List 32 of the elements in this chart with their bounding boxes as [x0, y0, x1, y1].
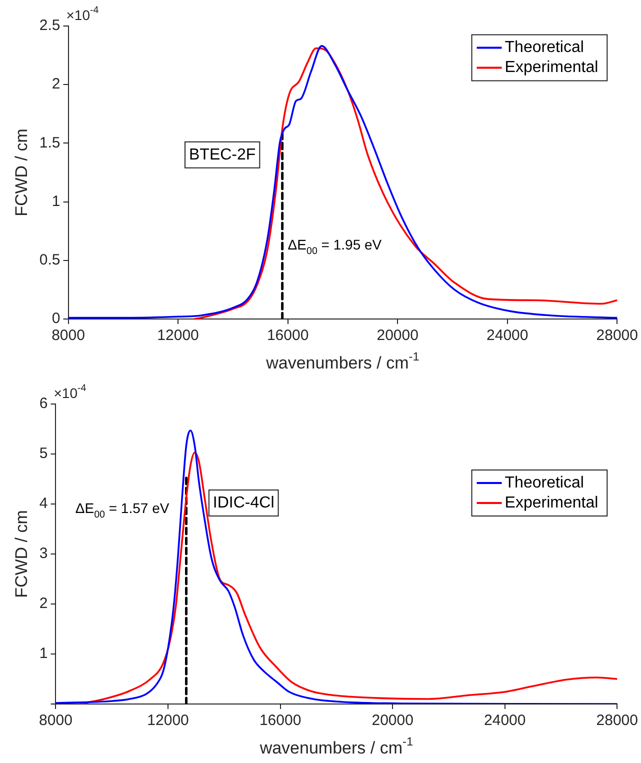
y-tick-label: 2 — [52, 76, 60, 93]
y-tick-label: 1 — [52, 192, 60, 210]
y-tick-label: 2 — [39, 595, 48, 612]
y-tick-label: 6 — [39, 395, 48, 412]
y-axis-title: FCWD / cm — [12, 128, 31, 216]
x-tick-label: 16000 — [266, 327, 309, 344]
y-axis-title: FCWD / cm — [12, 510, 31, 598]
x-tick-label: 24000 — [484, 712, 526, 730]
annotation: IDIC-4Cl — [212, 494, 274, 512]
x-tick-label: 8000 — [52, 327, 85, 344]
annotation: BTEC-2F — [189, 146, 256, 164]
y-tick-label: 3 — [39, 545, 48, 562]
x-tick-label: 28000 — [596, 712, 638, 730]
x-tick-label: 24000 — [486, 327, 528, 344]
y-tick-label: 1 — [39, 645, 48, 662]
y-tick-label: 0.5 — [39, 252, 60, 269]
legend-label: Theoretical — [504, 39, 584, 56]
y-tick-label: 0 — [52, 310, 60, 328]
legend-label: Experimental — [504, 494, 598, 512]
x-tick-label: 20000 — [376, 327, 418, 344]
x-tick-label: 8000 — [39, 712, 72, 730]
legend-label: Theoretical — [504, 474, 584, 492]
x-tick-label: 16000 — [259, 712, 302, 730]
x-tick-label: 12000 — [157, 327, 199, 344]
y-tick-label: 5 — [39, 445, 48, 462]
y-tick-label: 2.5 — [39, 17, 60, 34]
y-tick-label: 1.5 — [39, 134, 60, 152]
legend-label: Experimental — [504, 59, 598, 76]
y-tick-label: 4 — [39, 495, 48, 512]
x-tick-label: 20000 — [372, 712, 414, 730]
x-tick-label: 12000 — [147, 712, 189, 730]
x-tick-label: 28000 — [596, 327, 638, 344]
